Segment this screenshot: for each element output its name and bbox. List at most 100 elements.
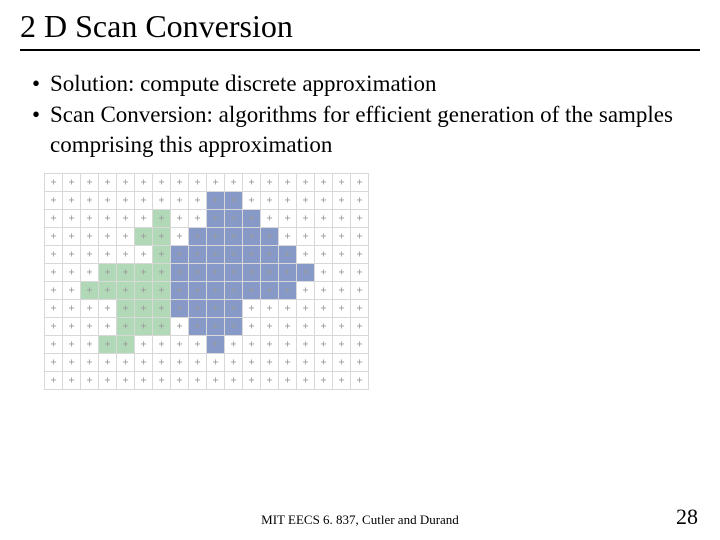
pixel-cell [81, 354, 98, 371]
pixel-cell [261, 300, 278, 317]
pixel-cell [135, 210, 152, 227]
pixel-cell [63, 336, 80, 353]
pixel-cell [333, 210, 350, 227]
pixel-cell [171, 264, 188, 281]
pixel-cell [81, 228, 98, 245]
pixel-cell [153, 372, 170, 389]
pixel-cell [297, 282, 314, 299]
pixel-cell [189, 174, 206, 191]
pixel-cell [225, 318, 242, 335]
pixel-cell [171, 300, 188, 317]
pixel-cell [153, 336, 170, 353]
pixel-cell [117, 228, 134, 245]
bullet-list: Solution: compute discrete approximation… [20, 69, 700, 159]
pixel-cell [279, 228, 296, 245]
pixel-cell [261, 174, 278, 191]
pixel-cell [153, 354, 170, 371]
pixel-cell [63, 174, 80, 191]
pixel-cell [279, 192, 296, 209]
pixel-cell [315, 210, 332, 227]
pixel-cell [81, 192, 98, 209]
pixel-cell [63, 354, 80, 371]
pixel-cell [171, 174, 188, 191]
pixel-cell [135, 318, 152, 335]
pixel-cell [135, 228, 152, 245]
pixel-cell [135, 300, 152, 317]
pixel-cell [189, 282, 206, 299]
pixel-cell [243, 192, 260, 209]
pixel-cell [135, 282, 152, 299]
pixel-cell [81, 264, 98, 281]
pixel-cell [207, 192, 224, 209]
pixel-cell [63, 192, 80, 209]
footer-text: MIT EECS 6. 837, Cutler and Durand [0, 512, 720, 528]
pixel-cell [333, 246, 350, 263]
pixel-cell [279, 246, 296, 263]
pixel-cell [351, 192, 368, 209]
pixel-cell [207, 246, 224, 263]
pixel-cell [153, 192, 170, 209]
pixel-cell [261, 246, 278, 263]
pixel-cell [261, 282, 278, 299]
pixel-cell [45, 192, 62, 209]
pixel-cell [45, 228, 62, 245]
pixel-cell [243, 336, 260, 353]
pixel-cell [153, 264, 170, 281]
pixel-cell [81, 282, 98, 299]
pixel-cell [297, 210, 314, 227]
pixel-cell [333, 282, 350, 299]
pixel-cell [243, 354, 260, 371]
pixel-cell [117, 264, 134, 281]
pixel-cell [171, 354, 188, 371]
pixel-cell [279, 174, 296, 191]
pixel-cell [45, 318, 62, 335]
pixel-cell [225, 228, 242, 245]
pixel-cell [351, 336, 368, 353]
pixel-cell [81, 318, 98, 335]
pixel-cell [297, 300, 314, 317]
pixel-cell [279, 282, 296, 299]
pixel-cell [207, 228, 224, 245]
pixel-cell [81, 336, 98, 353]
pixel-cell [333, 300, 350, 317]
pixel-cell [153, 228, 170, 245]
pixel-cell [243, 372, 260, 389]
pixel-cell [153, 210, 170, 227]
pixel-cell [261, 318, 278, 335]
pixel-cell [171, 336, 188, 353]
pixel-cell [99, 318, 116, 335]
pixel-cell [297, 372, 314, 389]
pixel-cell [117, 354, 134, 371]
pixel-cell [117, 192, 134, 209]
pixel-cell [351, 318, 368, 335]
pixel-cell [207, 210, 224, 227]
pixel-cell [261, 336, 278, 353]
pixel-grid-figure [44, 173, 700, 390]
pixel-cell [315, 318, 332, 335]
pixel-cell [117, 300, 134, 317]
pixel-cell [351, 210, 368, 227]
pixel-cell [261, 372, 278, 389]
pixel-cell [81, 246, 98, 263]
pixel-cell [261, 354, 278, 371]
pixel-cell [333, 174, 350, 191]
pixel-cell [117, 174, 134, 191]
pixel-cell [243, 264, 260, 281]
pixel-cell [135, 372, 152, 389]
pixel-cell [333, 192, 350, 209]
pixel-cell [99, 354, 116, 371]
pixel-cell [81, 300, 98, 317]
pixel-cell [171, 282, 188, 299]
pixel-cell [279, 264, 296, 281]
pixel-cell [117, 282, 134, 299]
pixel-cell [333, 372, 350, 389]
pixel-cell [297, 318, 314, 335]
pixel-cell [243, 246, 260, 263]
pixel-cell [225, 192, 242, 209]
pixel-cell [243, 210, 260, 227]
pixel-cell [153, 174, 170, 191]
pixel-cell [207, 354, 224, 371]
pixel-cell [207, 318, 224, 335]
page-number: 28 [676, 504, 698, 530]
pixel-cell [333, 336, 350, 353]
